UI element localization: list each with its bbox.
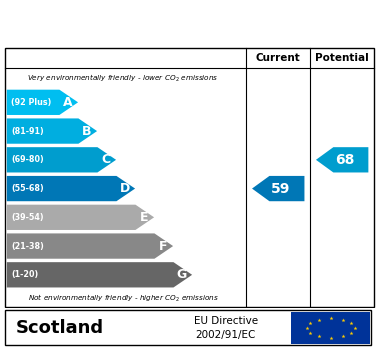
Text: Not environmentally friendly - higher CO$_2$ emissions: Not environmentally friendly - higher CO… — [27, 293, 219, 304]
Polygon shape — [7, 262, 192, 287]
Text: EU Directive
2002/91/EC: EU Directive 2002/91/EC — [194, 316, 258, 340]
Text: Very environmentally friendly - lower CO$_2$ emissions: Very environmentally friendly - lower CO… — [27, 73, 219, 84]
Text: (55-68): (55-68) — [11, 184, 44, 193]
Bar — [291, 312, 370, 344]
Text: Potential: Potential — [315, 53, 369, 63]
Polygon shape — [7, 205, 154, 230]
Bar — [5, 310, 371, 345]
Text: C: C — [101, 153, 111, 166]
Text: (69-80): (69-80) — [11, 155, 44, 164]
Polygon shape — [7, 176, 135, 201]
Polygon shape — [7, 147, 116, 173]
Text: 59: 59 — [271, 182, 291, 196]
Polygon shape — [316, 147, 368, 173]
Text: D: D — [120, 182, 130, 195]
Text: G: G — [177, 268, 187, 281]
Text: (81-91): (81-91) — [11, 127, 44, 136]
Text: B: B — [82, 125, 92, 137]
Text: F: F — [159, 239, 167, 253]
Text: Environmental Impact (CO$_2$) Rating: Environmental Impact (CO$_2$) Rating — [23, 13, 353, 34]
Text: Current: Current — [256, 53, 301, 63]
Text: (21-38): (21-38) — [11, 242, 44, 251]
Text: E: E — [139, 211, 148, 224]
Polygon shape — [252, 176, 305, 201]
Text: (39-54): (39-54) — [11, 213, 44, 222]
Polygon shape — [7, 90, 78, 115]
Polygon shape — [7, 234, 173, 259]
Text: (92 Plus): (92 Plus) — [11, 98, 52, 107]
Text: Scotland: Scotland — [16, 319, 104, 337]
Text: 68: 68 — [335, 153, 355, 167]
Polygon shape — [7, 118, 97, 144]
Text: A: A — [63, 96, 73, 109]
Text: (1-20): (1-20) — [11, 270, 38, 279]
